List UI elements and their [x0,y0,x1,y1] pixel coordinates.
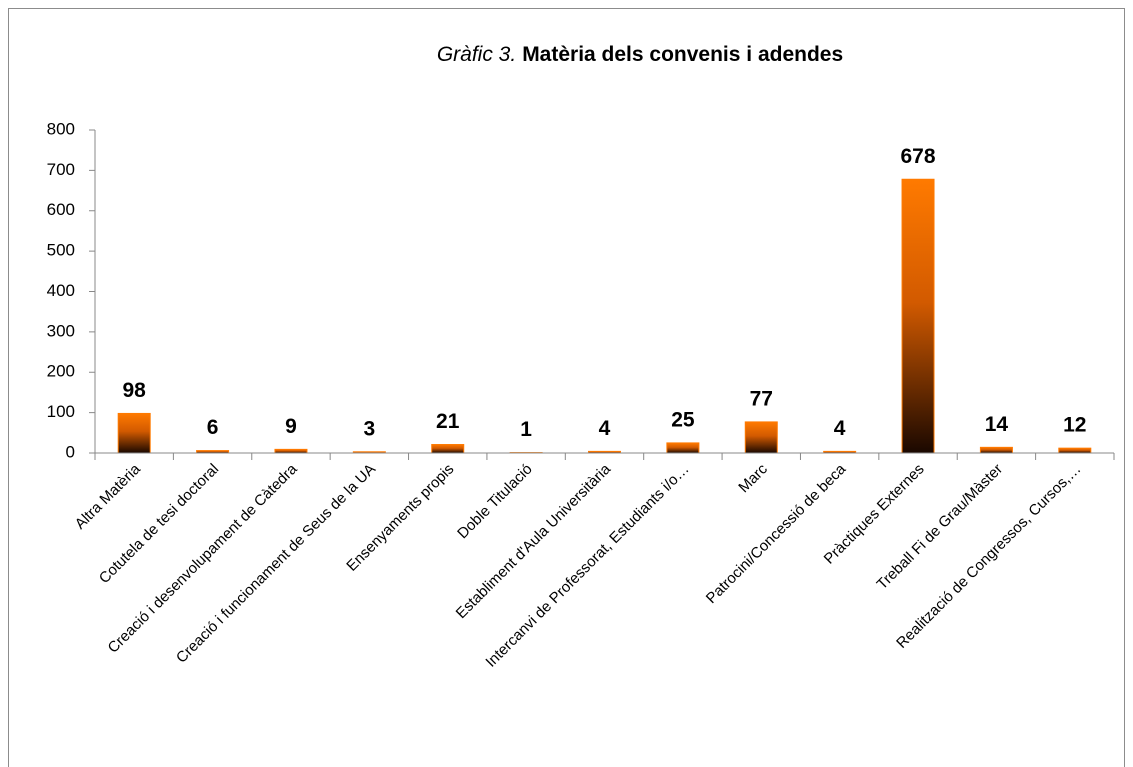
bar [1058,447,1092,454]
x-tick-label: Patrocini/Concessió de beca [703,460,850,607]
value-label: 98 [123,379,147,402]
bar [117,412,151,454]
figure-label: Gràfic 3. [437,43,516,66]
value-label: 12 [1063,414,1086,437]
value-label: 9 [285,415,297,438]
y-tick-label: 0 [66,442,75,461]
x-tick-label: Doble Titulació [454,461,536,543]
bar [744,421,778,454]
y-tick-label: 100 [47,402,75,421]
bar [979,446,1013,454]
value-label: 6 [207,416,219,439]
value-label: 678 [901,145,936,168]
bar [901,178,935,454]
chart-frame [8,8,1125,767]
y-tick-label: 500 [47,241,75,260]
x-tick-label: Treball Fi de Grau/Màster [874,461,1006,593]
y-tick-label: 700 [47,160,75,179]
bar [666,442,700,454]
value-label: 4 [599,417,611,440]
value-label: 77 [750,387,773,410]
y-tick-label: 800 [47,119,75,138]
title-text: Matèria dels convenis i adendes [522,43,843,66]
value-label: 4 [834,417,846,440]
x-tick-label: Establiment d'Aula Universitària [453,460,615,622]
value-label: 1 [520,418,532,441]
value-label: 3 [364,417,376,440]
x-tick-label: Altra Matèria [72,460,145,533]
y-tick-label: 200 [47,362,75,381]
value-label: 25 [671,408,695,431]
bar [274,448,308,454]
y-tick-label: 600 [47,200,75,219]
value-label: 14 [985,413,1009,436]
x-tick-label: Marc [735,460,771,496]
y-tick-label: 300 [47,321,75,340]
chart-title: Gràfic 3. Matèria dels convenis i adendes [437,43,843,66]
y-tick-label: 400 [47,281,75,300]
bar [431,444,465,454]
value-label: 21 [436,410,460,433]
